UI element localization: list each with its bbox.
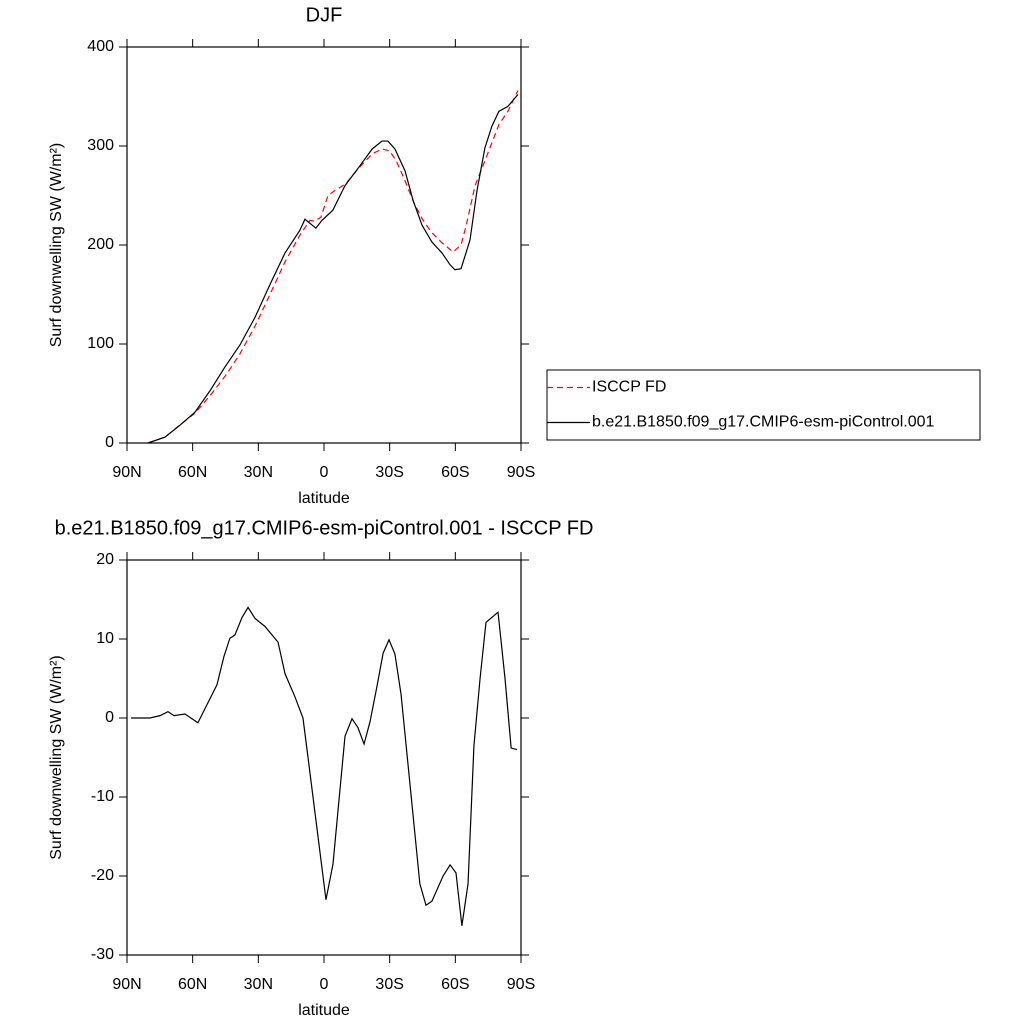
- legend-box: [546, 369, 981, 441]
- legend-label: ISCCP FD: [592, 379, 666, 396]
- chart-title: DJF: [306, 4, 343, 26]
- y-tick-label: 200: [87, 236, 114, 253]
- x-tick-label: 90S: [507, 464, 535, 481]
- x-tick-label: 30S: [375, 464, 403, 481]
- plot-frame: [126, 46, 522, 444]
- data-line: [130, 606, 518, 926]
- x-axis-label: latitude: [298, 1002, 350, 1019]
- x-tick-label: 60S: [441, 976, 469, 993]
- y-tick-label: -10: [91, 788, 114, 805]
- x-tick-label: 60N: [178, 464, 207, 481]
- x-tick-label: 0: [320, 976, 329, 993]
- x-tick-label: 30N: [244, 464, 273, 481]
- chart-title: b.e21.B1850.f09_g17.CMIP6-esm-piControl.…: [55, 517, 594, 539]
- data-line: [147, 90, 519, 444]
- x-tick-label: 60S: [441, 464, 469, 481]
- y-tick-label: -20: [91, 867, 114, 884]
- legend-label: b.e21.B1850.f09_g17.CMIP6-esm-piControl.…: [592, 414, 935, 431]
- x-tick-label: 30S: [375, 976, 403, 993]
- x-tick-label: 30N: [244, 976, 273, 993]
- y-axis-label: Surf downwelling SW (W/m²): [48, 655, 65, 859]
- y-tick-label: 100: [87, 335, 114, 352]
- y-tick-label: 0: [105, 434, 114, 451]
- x-axis-label: latitude: [298, 490, 350, 507]
- y-tick-label: 0: [105, 709, 114, 726]
- y-axis-label: Surf downwelling SW (W/m²): [48, 143, 65, 347]
- x-tick-label: 60N: [178, 976, 207, 993]
- y-tick-label: 20: [96, 551, 114, 568]
- y-tick-label: -30: [91, 946, 114, 963]
- y-tick-label: 10: [96, 630, 114, 647]
- y-tick-label: 400: [87, 38, 114, 55]
- x-tick-label: 90N: [112, 976, 141, 993]
- x-tick-label: 0: [320, 464, 329, 481]
- plot-frame: [126, 559, 522, 956]
- x-tick-label: 90S: [507, 976, 535, 993]
- x-tick-label: 90N: [112, 464, 141, 481]
- data-line: [147, 94, 519, 444]
- y-tick-label: 300: [87, 137, 114, 154]
